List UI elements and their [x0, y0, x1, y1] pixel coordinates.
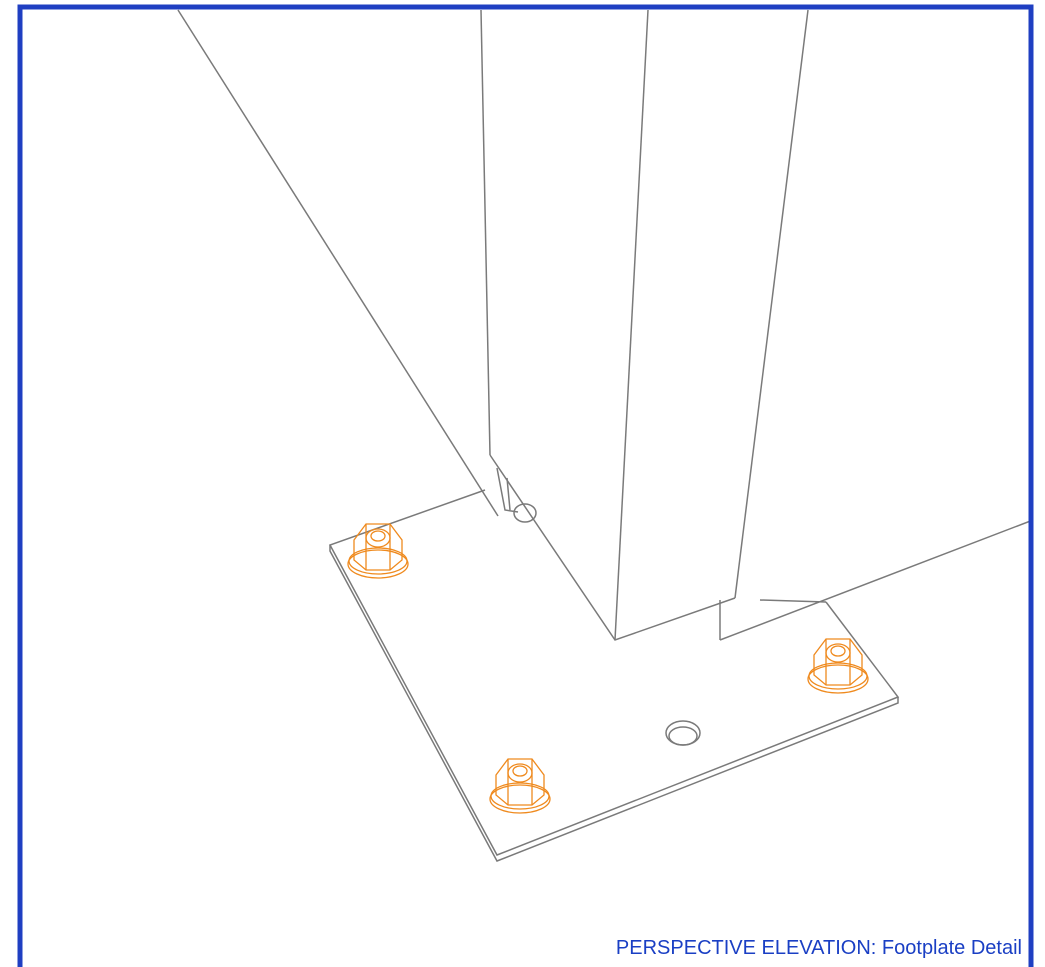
background [0, 0, 1045, 967]
drawing: PERSPECTIVE ELEVATION: Footplate Detail [0, 0, 1045, 967]
caption: PERSPECTIVE ELEVATION: Footplate Detail [616, 937, 1022, 959]
page: PERSPECTIVE ELEVATION: Footplate Detail … [0, 0, 1045, 967]
